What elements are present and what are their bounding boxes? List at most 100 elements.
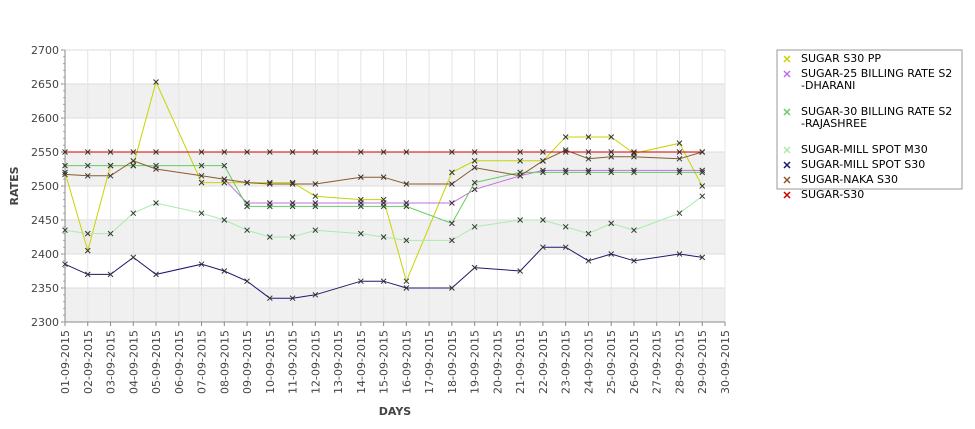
data-point [84, 149, 91, 155]
x-tick-label: 15-09-2015 [378, 330, 391, 394]
data-point [380, 149, 387, 155]
series-line [223, 169, 703, 204]
data-point [608, 153, 615, 160]
data-point [403, 181, 410, 187]
legend-label: SUGAR-MILL SPOT M30 [801, 143, 928, 156]
data-point [130, 210, 137, 217]
data-point [312, 149, 319, 155]
legend-label: SUGAR-MILL SPOT S30 [801, 158, 925, 171]
series [62, 149, 706, 155]
legend-label: SUGAR-30 BILLING RATE S2 [801, 105, 952, 118]
legend-item: SUGAR-MILL SPOT S30 [783, 158, 925, 171]
data-point [517, 268, 524, 274]
y-tick-label: 2500 [31, 180, 59, 193]
x-tick-label: 14-09-2015 [355, 330, 368, 394]
x-tick-label: 13-09-2015 [332, 330, 345, 394]
series [62, 244, 706, 302]
data-point [699, 193, 706, 200]
y-tick-label: 2550 [31, 146, 59, 159]
data-point [608, 251, 615, 257]
legend-label: SUGAR S30 PP [801, 52, 881, 65]
data-point [289, 203, 296, 210]
x-tick-label: 06-09-2015 [173, 330, 186, 394]
x-tick-label: 24-09-2015 [582, 330, 595, 394]
data-point [676, 149, 683, 155]
data-point [266, 234, 273, 240]
data-point [449, 220, 455, 227]
series-layer [62, 79, 706, 302]
data-point [221, 217, 228, 223]
data-point [244, 203, 250, 210]
data-point [585, 230, 592, 237]
data-point [312, 193, 319, 200]
data-point [699, 149, 706, 155]
data-point [676, 210, 683, 217]
data-point [380, 234, 387, 240]
x-tick-label: 16-09-2015 [400, 330, 413, 394]
x-tick-label: 12-09-2015 [309, 330, 322, 394]
data-point [403, 285, 410, 291]
y-tick-label: 2350 [31, 282, 59, 295]
data-point [312, 181, 319, 187]
data-point [198, 210, 205, 217]
data-point [380, 278, 387, 285]
legend-marker [783, 191, 791, 199]
data-point [699, 254, 706, 261]
y-axis-title: RATES [8, 166, 21, 205]
data-point [358, 174, 364, 181]
data-point [631, 149, 637, 155]
data-point [449, 200, 455, 206]
x-tick-label: 22-09-2015 [537, 330, 550, 394]
x-tick-label: 07-09-2015 [196, 330, 209, 394]
x-tick-label: 18-09-2015 [446, 330, 459, 394]
data-point [585, 149, 592, 155]
legend-box [776, 49, 963, 190]
data-point [403, 278, 410, 285]
series-line [64, 149, 703, 185]
data-point [221, 149, 228, 155]
y-tick-label: 2700 [31, 44, 59, 57]
data-point [699, 169, 706, 176]
data-point [517, 217, 524, 223]
series [62, 162, 706, 227]
data-point [84, 162, 91, 169]
data-point [471, 223, 478, 230]
data-point [517, 172, 524, 179]
data-point [358, 149, 364, 155]
data-point [153, 200, 159, 206]
data-point [676, 155, 683, 162]
data-point [107, 162, 114, 169]
data-point [84, 230, 91, 237]
data-point [312, 203, 319, 210]
x-tick-label: 02-09-2015 [82, 330, 95, 394]
axes: 2300 2350 2400 2450 2500 2550 2600 2650 2700 01-0… [31, 44, 732, 394]
data-point [585, 134, 592, 140]
data-point [198, 172, 205, 179]
grid-band [65, 84, 725, 118]
data-point [198, 149, 205, 155]
legend-item: SUGAR-MILL SPOT M30 [783, 143, 928, 156]
data-point [198, 162, 205, 169]
data-point [540, 244, 546, 251]
data-point [312, 227, 319, 234]
data-point [84, 247, 91, 254]
x-tick-label: 25-09-2015 [605, 330, 618, 394]
data-point [266, 295, 273, 302]
data-point [517, 149, 524, 155]
data-point [153, 166, 159, 172]
y-tick-label: 2400 [31, 248, 59, 261]
data-point [153, 271, 159, 278]
x-tick-label: 01-09-2015 [59, 330, 72, 394]
data-point [107, 149, 114, 155]
data-point [562, 223, 569, 230]
data-point [403, 237, 410, 244]
data-point [62, 149, 68, 155]
data-point [130, 254, 137, 261]
data-point [244, 278, 250, 285]
x-tick-label: 27-09-2015 [651, 330, 664, 394]
data-point [221, 268, 228, 274]
series-line [65, 165, 703, 225]
data-point [62, 261, 68, 268]
data-point [471, 149, 478, 155]
